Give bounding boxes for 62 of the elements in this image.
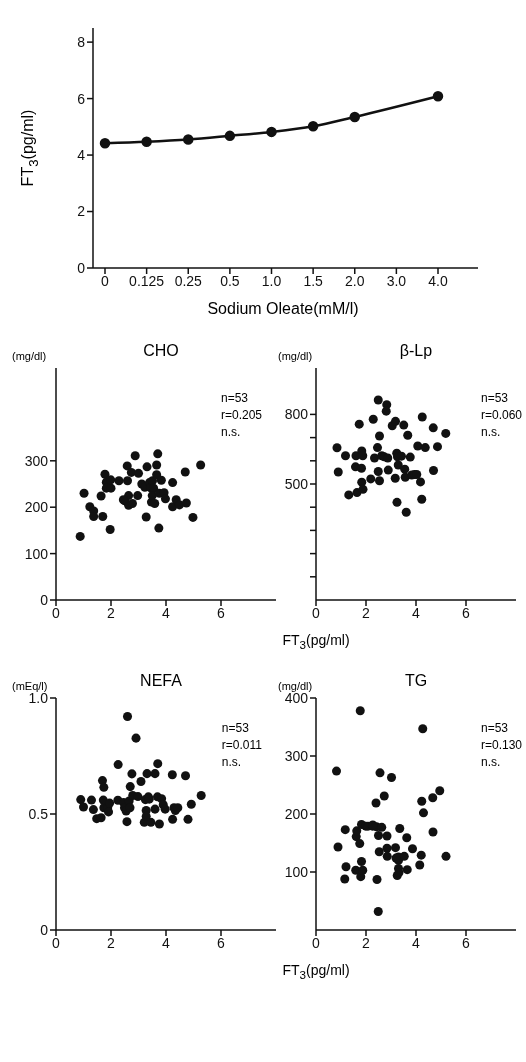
x-tick-label: 0 xyxy=(52,934,61,951)
x-tick-label: 4.0 xyxy=(428,272,448,289)
annotation: n.s. xyxy=(220,425,241,439)
x-tick-label: 6 xyxy=(217,604,226,621)
x-tick-label: 4 xyxy=(412,934,421,951)
y-tick-label: 2 xyxy=(77,203,86,220)
y-tick-label: 8 xyxy=(77,34,86,51)
x-tick-label: 4 xyxy=(412,604,421,621)
y-tick-label: 0 xyxy=(40,921,49,938)
x-tick-label: 0 xyxy=(312,934,321,951)
chart-title: β-Lp xyxy=(399,342,433,359)
annotation: n=53 xyxy=(221,721,249,735)
y-tick-label: 100 xyxy=(284,863,309,880)
chart-title: CHO xyxy=(143,342,179,359)
y-tick-label: 0.5 xyxy=(28,805,49,822)
x-tick-label: 2 xyxy=(362,604,371,621)
x-tick-label: 1.5 xyxy=(303,272,324,289)
x-tick-label: 2 xyxy=(107,604,116,621)
y-tick-label: 0 xyxy=(77,259,86,276)
x-tick-label: 1.0 xyxy=(261,272,282,289)
annotation: n=53 xyxy=(480,391,508,405)
y-tick-label: 200 xyxy=(284,805,309,822)
y-tick-label: 200 xyxy=(24,499,49,516)
annotation: r=0.130 xyxy=(480,738,522,752)
x-axis-title: FT$_{3}$(pg/ml) xyxy=(282,632,350,651)
x-axis-title: Sodium Oleate(mM/l) xyxy=(207,300,359,317)
y-tick-label: 4 xyxy=(77,147,86,164)
y-tick-label: 6 xyxy=(77,90,86,107)
y-tick-label: 800 xyxy=(284,406,309,423)
chart-title: TG xyxy=(404,672,428,689)
x-tick-label: 0.5 xyxy=(220,272,240,289)
annotation: n=53 xyxy=(220,391,248,405)
y-tick-label: 0 xyxy=(40,591,49,608)
x-tick-label: 2 xyxy=(107,934,116,951)
x-tick-label: 0.125 xyxy=(129,272,165,289)
x-tick-label: 6 xyxy=(462,934,471,951)
x-axis-title: FT$_{3}$(pg/ml) xyxy=(282,962,350,981)
x-tick-label: 2 xyxy=(362,934,371,951)
annotation: r=0.011 xyxy=(221,738,262,752)
x-tick-label: 3.0 xyxy=(386,272,407,289)
chart-title: NEFA xyxy=(140,672,182,689)
x-tick-label: 0 xyxy=(101,272,110,289)
x-tick-label: 6 xyxy=(217,934,226,951)
x-tick-label: 0 xyxy=(52,604,61,621)
annotation: r=0.205 xyxy=(220,408,262,422)
y-tick-label: 300 xyxy=(24,452,49,469)
x-tick-label: 2.0 xyxy=(345,272,365,289)
annotation: n.s. xyxy=(480,755,501,769)
annotation: n.s. xyxy=(221,755,242,769)
y-axis-title: (mg/dl) xyxy=(12,350,47,362)
annotation: n.s. xyxy=(480,425,501,439)
x-tick-label: 0.25 xyxy=(174,272,203,289)
x-tick-label: 4 xyxy=(162,934,171,951)
annotation: n=53 xyxy=(480,721,508,735)
y-tick-label: 300 xyxy=(284,747,309,764)
annotation: r=0.060 xyxy=(480,408,522,422)
x-tick-label: 6 xyxy=(462,604,471,621)
y-tick-label: 500 xyxy=(284,475,309,492)
y-tick-label: 100 xyxy=(24,545,49,562)
y-axis-title: (mg/dl) xyxy=(278,350,313,362)
x-tick-label: 4 xyxy=(162,604,171,621)
x-tick-label: 0 xyxy=(312,604,321,621)
